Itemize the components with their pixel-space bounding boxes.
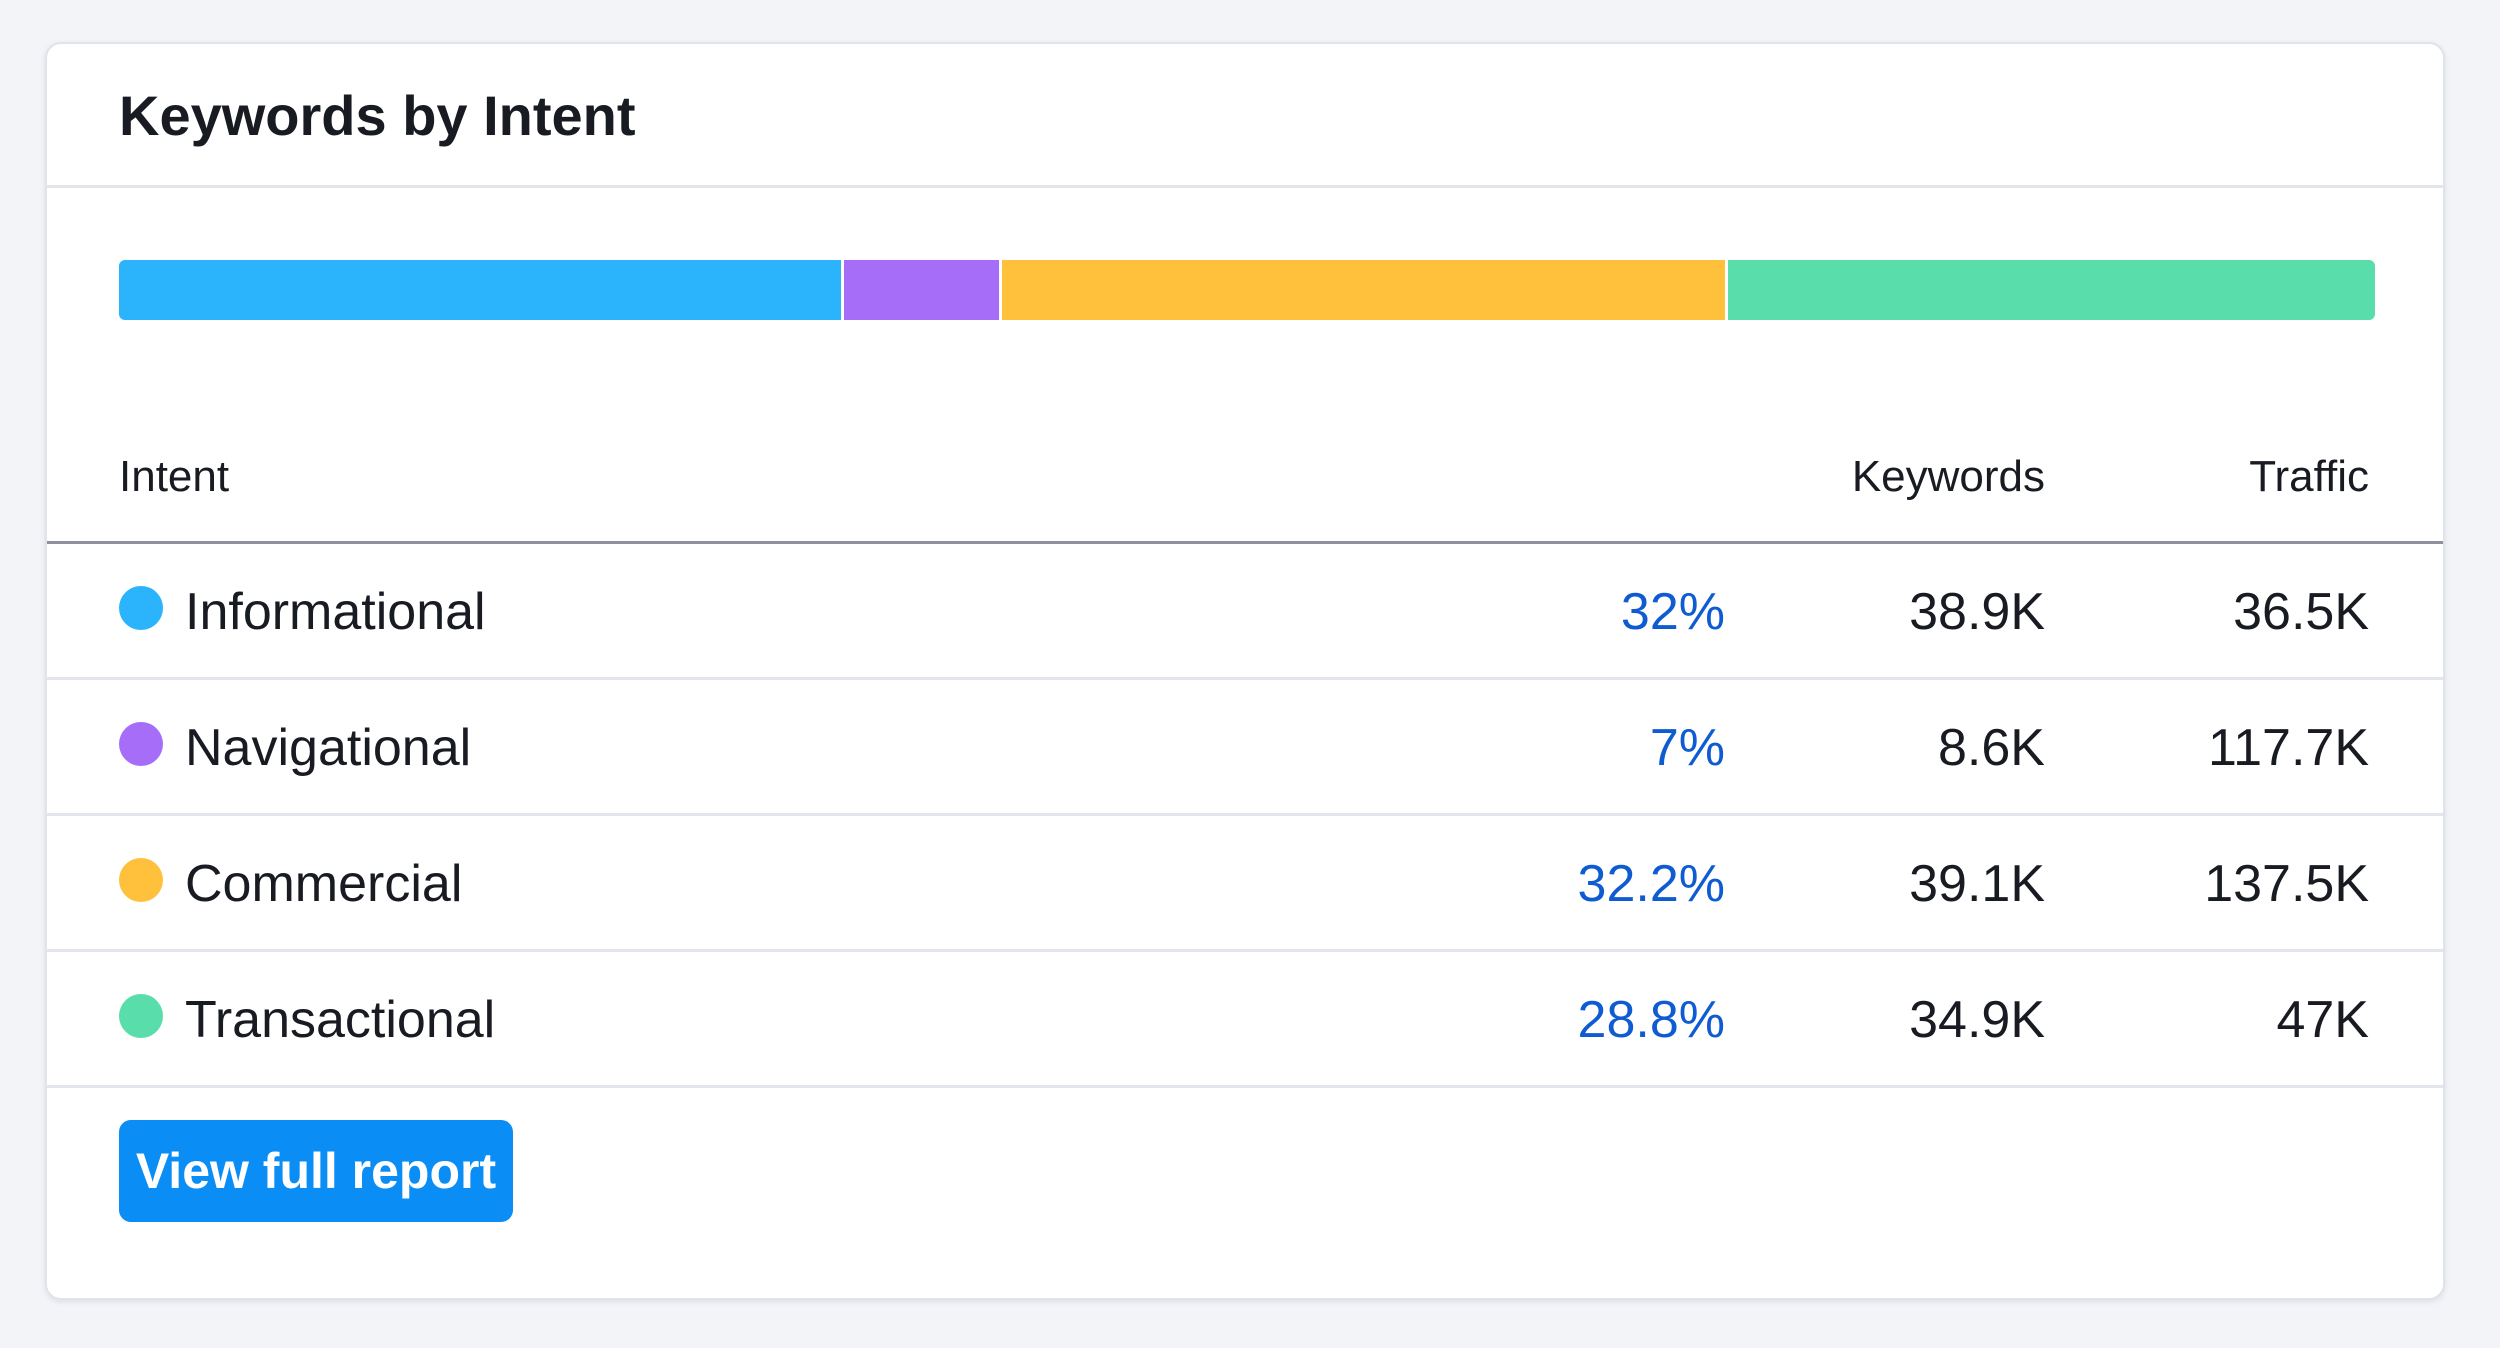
column-header-intent: Intent: [119, 452, 230, 501]
intent-distribution-bar: [119, 260, 2375, 320]
table-row: Navigational 7% 8.6K 117.7K: [47, 680, 2443, 816]
intent-bar-segment-commercial[interactable]: [998, 260, 1726, 320]
traffic-value: 137.5K: [2204, 855, 2369, 913]
intent-name: Commercial: [185, 855, 463, 913]
intent-name: Informational: [185, 583, 486, 641]
table-row: Transactional 28.8% 34.9K 47K: [47, 952, 2443, 1088]
table-row: Informational 32% 38.9K 36.5K: [47, 544, 2443, 680]
card-title: Keywords by Intent: [119, 84, 636, 147]
intent-bar-segment-transactional[interactable]: [1725, 260, 2375, 320]
intent-share-link[interactable]: 28.8%: [1577, 991, 1725, 1049]
table-row: Commercial 32.2% 39.1K 137.5K: [47, 816, 2443, 952]
intent-bar-segment-informational[interactable]: [119, 260, 841, 320]
keywords-count: 34.9K: [1909, 991, 2045, 1049]
keywords-count: 39.1K: [1909, 855, 2045, 913]
intent-share-link[interactable]: 32.2%: [1577, 855, 1725, 913]
intent-name: Transactional: [185, 991, 496, 1049]
intent-color-dot: [119, 722, 163, 766]
intent-color-dot: [119, 586, 163, 630]
keywords-by-intent-card: Keywords by Intent Intent Keywords Traff…: [45, 42, 2445, 1300]
card-header: Keywords by Intent: [47, 44, 2443, 188]
intent-table-body: Informational 32% 38.9K 36.5K Navigation…: [47, 544, 2443, 1088]
traffic-value: 117.7K: [2208, 719, 2369, 777]
intent-name: Navigational: [185, 719, 472, 777]
traffic-value: 36.5K: [2233, 583, 2369, 641]
view-full-report-button[interactable]: View full report: [119, 1120, 513, 1222]
intent-color-dot: [119, 858, 163, 902]
intent-share-link[interactable]: 7%: [1649, 719, 1725, 777]
keywords-count: 38.9K: [1909, 583, 2045, 641]
keywords-count: 8.6K: [1938, 719, 2045, 777]
traffic-value: 47K: [2276, 991, 2369, 1049]
column-header-keywords[interactable]: Keywords: [1851, 452, 2045, 501]
intent-color-dot: [119, 994, 163, 1038]
intent-bar-segment-navigational[interactable]: [840, 260, 999, 320]
column-header-traffic[interactable]: Traffic: [2249, 452, 2369, 501]
table-header: Intent Keywords Traffic: [47, 404, 2443, 544]
intent-share-link[interactable]: 32%: [1620, 583, 1725, 641]
